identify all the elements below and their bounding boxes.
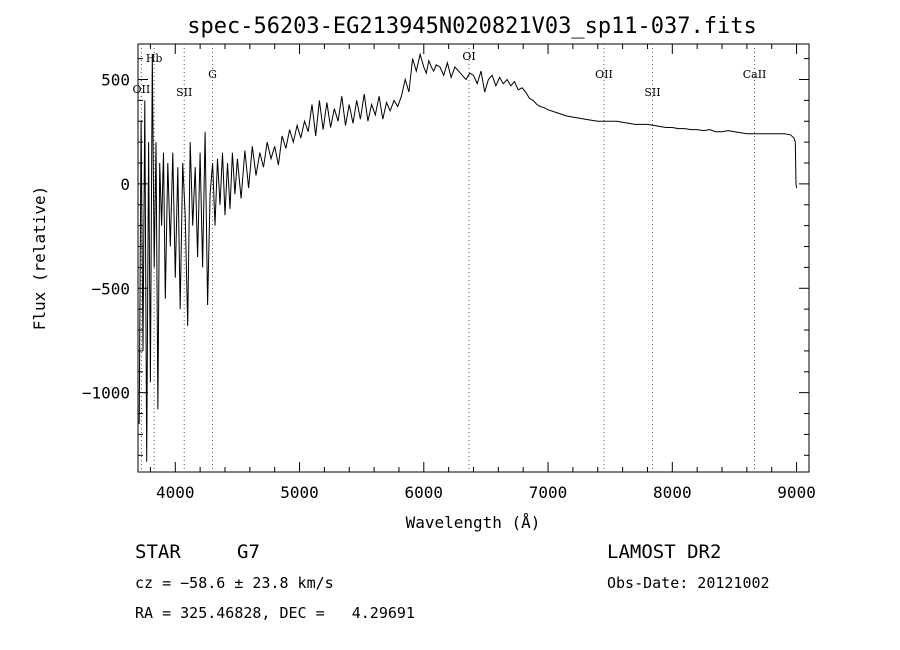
- axis-ticks: [138, 44, 809, 472]
- y-tick-label: 0: [120, 175, 130, 194]
- spectral-line-label: SII: [176, 86, 192, 99]
- observation-date: Obs-Date: 20121002: [607, 574, 770, 592]
- y-tick-label: −1000: [82, 384, 130, 403]
- chart-title: spec-56203-EG213945N020821V03_sp11-037.f…: [187, 14, 757, 39]
- spectral-line-label: Hb: [146, 52, 163, 65]
- spectral-line-label: G: [208, 68, 217, 81]
- object-class: STAR: [135, 541, 181, 563]
- tick-labels: 4000 5000 6000 7000 8000 9000 −1000 −500 0 500: [82, 70, 816, 502]
- y-tick-label: 500: [101, 70, 130, 89]
- x-tick-label: 7000: [529, 483, 568, 502]
- survey-name: LAMOST DR2: [607, 541, 722, 563]
- y-tick-label: −500: [91, 279, 130, 298]
- y-axis-label: Flux (relative): [30, 186, 49, 331]
- spectral-line-label: OII: [595, 68, 613, 81]
- spectral-line-markers: OII Hb SII G OI OII SII CaII: [132, 44, 766, 472]
- spectral-line-label: OII: [132, 83, 150, 96]
- spectral-line-label: CaII: [743, 68, 767, 81]
- plot-frame: [137, 43, 810, 473]
- x-tick-label: 5000: [280, 483, 319, 502]
- x-tick-label: 8000: [653, 483, 692, 502]
- x-axis-label: Wavelength (Å): [406, 513, 541, 532]
- spectral-line-label: SII: [644, 86, 660, 99]
- redshift-velocity: cz = −58.6 ± 23.8 km/s: [135, 574, 334, 592]
- ra-dec-coordinates: RA = 325.46828, DEC = 4.29691: [135, 604, 415, 622]
- x-tick-label: 9000: [777, 483, 816, 502]
- object-subclass: G7: [237, 541, 260, 563]
- x-tick-label: 4000: [156, 483, 195, 502]
- x-tick-label: 6000: [405, 483, 444, 502]
- spectrum-line: [138, 52, 798, 462]
- spectral-line-label: OI: [462, 50, 475, 63]
